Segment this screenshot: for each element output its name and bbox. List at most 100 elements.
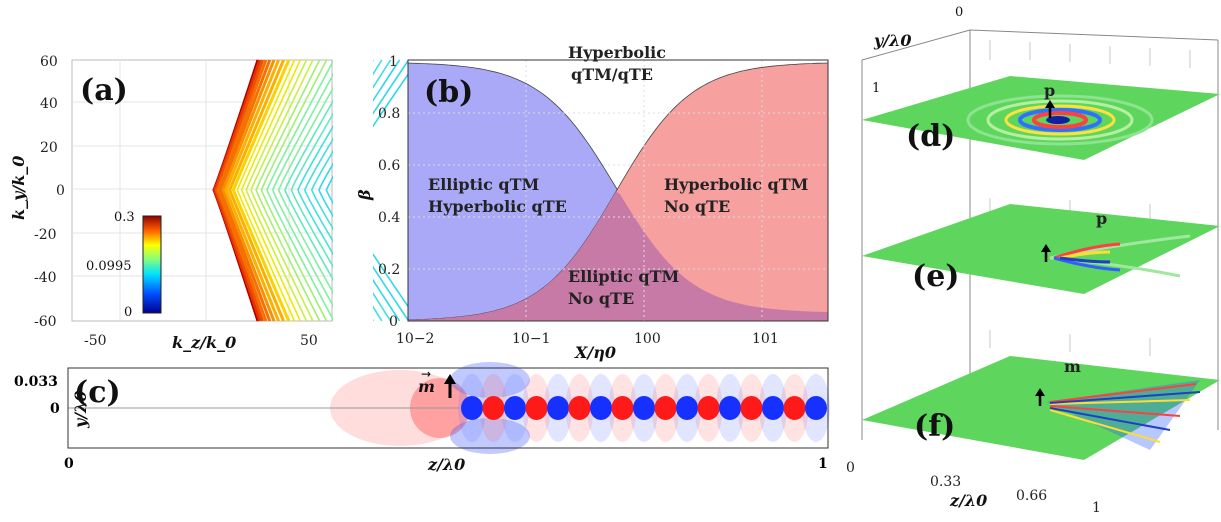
- region-left-line1: Elliptic qTM: [428, 175, 539, 194]
- a-ytick-60: 60: [40, 54, 58, 70]
- colorbar-max-label: 0.3: [114, 210, 135, 225]
- contour-line: [290, 59, 366, 322]
- contour-line: [245, 59, 308, 322]
- contour-line: [240, 59, 302, 322]
- def-ztick-1: 1: [1092, 500, 1101, 516]
- plate-f-source-label: m: [1064, 357, 1081, 376]
- b-ylabel: β: [355, 189, 374, 201]
- a-ylabel: k_y/k_0: [9, 156, 28, 220]
- panel-b-overlap-region: [408, 191, 828, 321]
- contour-line: [214, 59, 265, 322]
- region-top-line2: qTM/qTE: [571, 65, 653, 84]
- a-ytick-m40: -40: [34, 270, 57, 286]
- field-bead: [590, 396, 612, 420]
- def-zlabel: z/λ0: [949, 491, 987, 510]
- contour-line: [277, 59, 350, 322]
- contour-line: [236, 59, 296, 322]
- a-xtick-m50: -50: [84, 333, 107, 349]
- panel-c-label: (c): [74, 375, 121, 410]
- field-bead: [568, 396, 591, 420]
- panel-b-frame: [407, 59, 829, 322]
- panel-a-contours: [212, 55, 419, 325]
- plate-e-source-label: p: [1096, 209, 1107, 228]
- plate-f-field: [1046, 380, 1201, 450]
- contour-line: [231, 59, 291, 322]
- field-bead: [525, 396, 548, 420]
- panel-c-blue-upper: [450, 362, 530, 398]
- field-bead: [482, 396, 505, 420]
- field-bead: [633, 396, 655, 420]
- panel-b-grid: [408, 60, 828, 321]
- plate-e-source-arrow: [1041, 244, 1051, 262]
- contour-line: [266, 59, 335, 322]
- vector-arrow-icon: →: [421, 367, 431, 381]
- panel-c-source-label: m: [418, 377, 435, 396]
- a-ytick-20: 20: [40, 140, 58, 156]
- panel-a: 0.3 0.0995 0 (a) 60 40 20 0 -20 -40 -60 …: [9, 54, 419, 352]
- field-bead: [676, 396, 698, 420]
- def-ytick-1: 1: [872, 81, 880, 96]
- field-bead: [654, 396, 677, 420]
- field-bead: [547, 396, 569, 420]
- colorbar-min-label: 0: [124, 305, 132, 320]
- a-ytick-m60: -60: [34, 314, 57, 330]
- panel-c-frame: [67, 367, 829, 449]
- plate-e-field: [1049, 234, 1191, 278]
- field-bead: [697, 396, 720, 420]
- contour-line: [216, 59, 268, 322]
- colorbar-mid-label: 0.0995: [86, 259, 132, 274]
- plate-f-source-arrow: [1035, 388, 1045, 406]
- c-xtick-0: 0: [64, 456, 74, 472]
- b-ytick-02: 0.2: [378, 262, 400, 278]
- panel-f-label: (f): [914, 409, 955, 444]
- a-xtick-50: 50: [300, 333, 318, 349]
- plate-d: [862, 76, 1220, 160]
- panel-b: (b) Hyperbolic qTM/qTE Elliptic qTM Hype…: [355, 43, 829, 362]
- c-ytick-0: 0: [50, 401, 60, 417]
- panel-b-label: (b): [424, 75, 473, 110]
- contour-line: [284, 59, 358, 322]
- region-right-line1: Hyperbolic qTM: [664, 175, 808, 194]
- field-bead: [461, 396, 483, 420]
- contour-line: [224, 59, 280, 322]
- contour-mask: [333, 55, 373, 325]
- b-xtick-1e-1: 10−1: [512, 331, 550, 347]
- panel-def: p (d) p (e): [846, 5, 1220, 516]
- b-ytick-08: 0.8: [378, 106, 400, 122]
- b-xtick-1e1: 101: [752, 331, 779, 347]
- a-xlabel: k_z/k_0: [172, 333, 236, 352]
- region-left-line2: Hyperbolic qTE: [428, 197, 567, 216]
- def-ztick-0: 0: [846, 460, 855, 476]
- b-xlabel: X/η0: [574, 343, 616, 362]
- region-bottom-line1: Elliptic qTM: [568, 267, 679, 286]
- panel-c: m → (c) 0.033 0 0 1 z/λ0 y/λ0: [14, 362, 830, 474]
- a-ytick-40: 40: [40, 96, 58, 112]
- plate-f: [862, 356, 1220, 460]
- a-ytick-m20: -20: [34, 227, 57, 243]
- panel-d-label: (d): [906, 119, 955, 154]
- plate-d-source-label: p: [1044, 81, 1055, 100]
- contour-line: [255, 59, 321, 322]
- b-ytick-06: 0.6: [378, 158, 400, 174]
- b-xtick-1e-2: 10−2: [396, 331, 434, 347]
- def-ytick-0: 0: [955, 5, 963, 20]
- c-ytick-0033: 0.033: [14, 374, 58, 390]
- region-bottom-line2: No qTE: [568, 289, 634, 308]
- a-ytick-0: 0: [56, 183, 65, 199]
- c-xlabel: z/λ0: [427, 455, 465, 474]
- c-xtick-1: 1: [818, 456, 828, 472]
- panel-c-source-arrow: [444, 374, 456, 398]
- def-ylabel: y/λ0: [873, 31, 912, 50]
- plate-d-source-arrow: [1045, 100, 1055, 118]
- panel-a-label: (a): [80, 73, 128, 108]
- contour-line: [271, 59, 342, 322]
- c-ylabel: y/λ0: [71, 391, 90, 430]
- contour-line: [218, 59, 272, 322]
- panel-c-beads: [458, 374, 830, 442]
- contour-line: [221, 59, 276, 322]
- plate-d-field: [966, 94, 1154, 146]
- panel-c-blue-lower: [450, 418, 530, 454]
- colorbar: [142, 215, 162, 314]
- plate-e: [862, 204, 1220, 294]
